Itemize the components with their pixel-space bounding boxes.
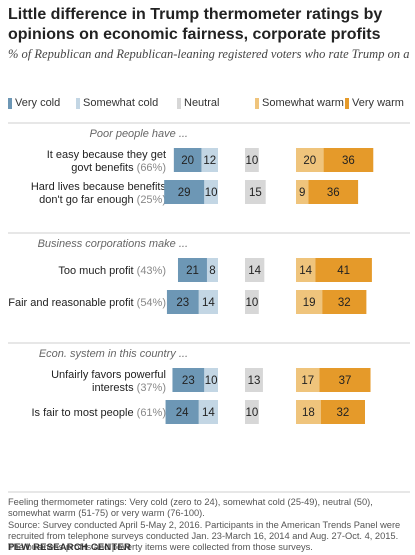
- somewhat-cold-bar: [198, 290, 218, 314]
- neutral-value: 10: [246, 407, 259, 419]
- neutral-value: 15: [249, 187, 262, 199]
- somewhat-cold-value: 10: [205, 187, 218, 199]
- very-cold-value: 29: [178, 187, 191, 199]
- row-share: (43%): [137, 265, 166, 277]
- somewhat-cold-value: 14: [202, 297, 215, 309]
- very-cold-value: 20: [181, 155, 194, 167]
- row-share: (66%): [137, 162, 166, 174]
- somewhat-cold-bar: [204, 180, 218, 204]
- row-label: govt benefits (66%): [71, 162, 166, 174]
- very-warm-value: 36: [342, 155, 355, 167]
- neutral-bar: [245, 400, 259, 424]
- very-cold-bar: [177, 258, 207, 282]
- legend-label-very-warm: Very warm: [352, 97, 404, 109]
- note-definitions: Feeling thermometer ratings: Very cold (…: [8, 497, 373, 519]
- neutral-bar: [245, 258, 265, 282]
- legend-label-somewhat-cold: Somewhat cold: [83, 97, 159, 109]
- very-warm-value: 36: [327, 187, 340, 199]
- neutral-bar: [245, 148, 259, 172]
- row-label: Too much profit (43%): [58, 265, 166, 277]
- notes: Feeling thermometer ratings: Very cold (…: [8, 497, 408, 553]
- somewhat-cold-value: 12: [203, 155, 216, 167]
- very-warm-bar: [322, 290, 367, 314]
- very-warm-value: 37: [339, 375, 352, 387]
- neutral-bar: [245, 290, 259, 314]
- somewhat-warm-bar: [296, 258, 316, 282]
- very-cold-value: 23: [182, 375, 195, 387]
- somewhat-warm-bar: [296, 290, 323, 314]
- somewhat-warm-value: 14: [299, 265, 312, 277]
- chart-subtitle: % of Republican and Republican-leaning r…: [8, 47, 412, 61]
- very-warm-bar: [315, 258, 372, 282]
- row-share: (54%): [137, 297, 166, 309]
- somewhat-cold-bar: [206, 258, 218, 282]
- very-warm-value: 41: [337, 265, 350, 277]
- very-cold-value: 23: [176, 297, 189, 309]
- source-org: PEW RESEARCH CENTER: [8, 542, 132, 553]
- very-warm-bar: [319, 368, 371, 392]
- thermometer-chart: Poor people have ... It easy because they…: [8, 122, 410, 493]
- very-cold-bar: [164, 180, 205, 204]
- very-cold-bar: [173, 148, 202, 172]
- legend-swatch-very-warm: [345, 98, 349, 109]
- legend-label-very-cold: Very cold: [15, 97, 61, 109]
- row-label: Fair and reasonable profit (54%): [8, 297, 166, 309]
- somewhat-warm-bar: [296, 180, 309, 204]
- legend-label-somewhat-warm: Somewhat warm: [262, 97, 344, 109]
- somewhat-warm-value: 19: [303, 297, 316, 309]
- somewhat-cold-bar: [198, 400, 218, 424]
- group-heading: Econ. system in this country ...: [39, 348, 188, 360]
- group-heading: Poor people have ...: [90, 128, 188, 140]
- very-cold-bar: [165, 400, 199, 424]
- very-warm-value: 32: [338, 297, 351, 309]
- somewhat-warm-value: 18: [302, 407, 315, 419]
- somewhat-cold-bar: [204, 368, 218, 392]
- somewhat-warm-value: 17: [301, 375, 314, 387]
- very-warm-bar: [323, 148, 374, 172]
- legend: Very cold Somewhat cold Neutral Somewhat…: [0, 95, 415, 111]
- very-cold-value: 21: [186, 265, 199, 277]
- row-share: (25%): [137, 194, 166, 206]
- very-warm-bar: [320, 400, 365, 424]
- somewhat-warm-bar: [296, 148, 324, 172]
- neutral-bar: [245, 180, 266, 204]
- neutral-value: 13: [248, 375, 261, 387]
- row-label: interests (37%): [92, 382, 166, 394]
- legend-swatch-somewhat-cold: [76, 98, 80, 109]
- row-label: Is fair to most people (61%): [31, 407, 166, 419]
- neutral-value: 10: [246, 297, 259, 309]
- neutral-value: 14: [248, 265, 261, 277]
- row-label: Unfairly favors powerful: [51, 369, 166, 381]
- row-label: Hard lives because benefits: [31, 181, 167, 193]
- very-cold-bar: [172, 368, 205, 392]
- row-label: It easy because they get: [47, 149, 166, 161]
- chart-title: Little difference in Trump thermometer r…: [8, 6, 383, 43]
- very-warm-bar: [308, 180, 359, 204]
- row-label: don't go far enough (25%): [39, 194, 166, 206]
- legend-swatch-very-cold: [8, 98, 12, 109]
- legend-swatch-somewhat-warm: [255, 98, 259, 109]
- somewhat-cold-value: 14: [202, 407, 215, 419]
- legend-swatch-neutral: [177, 98, 181, 109]
- legend-label-neutral: Neutral: [184, 97, 220, 109]
- row-share: (37%): [137, 382, 166, 394]
- somewhat-warm-value: 9: [299, 187, 305, 199]
- row-share: (61%): [137, 407, 166, 419]
- somewhat-warm-bar: [296, 400, 321, 424]
- somewhat-cold-value: 8: [209, 265, 215, 277]
- somewhat-warm-value: 20: [303, 155, 316, 167]
- somewhat-cold-bar: [201, 148, 218, 172]
- somewhat-warm-bar: [296, 368, 320, 392]
- group-heading: Business corporations make ...: [38, 238, 188, 250]
- neutral-value: 10: [246, 155, 259, 167]
- very-cold-value: 24: [176, 407, 189, 419]
- very-cold-bar: [166, 290, 199, 314]
- very-warm-value: 32: [337, 407, 350, 419]
- neutral-bar: [245, 368, 263, 392]
- somewhat-cold-value: 10: [205, 375, 218, 387]
- note-source: Source: Survey conducted April 5-May 2, …: [8, 519, 401, 553]
